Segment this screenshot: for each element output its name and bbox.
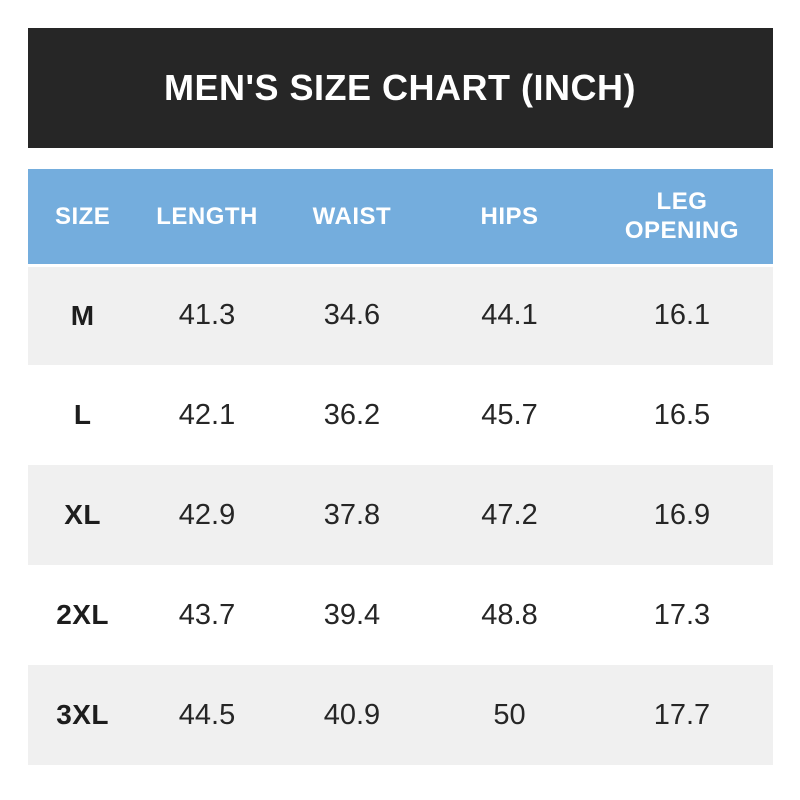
table-row-m: M 41.3 34.6 44.1 16.1	[27, 265, 773, 365]
size-cell: 3XL	[56, 699, 110, 730]
hips-cell: 47.2	[481, 498, 538, 531]
length-cell: 42.9	[178, 498, 236, 531]
column-header-waist-label: WAIST	[312, 202, 392, 230]
leg-opening-cell: 17.3	[653, 598, 711, 631]
size-chart-page: MEN'S SIZE CHART (INCH) SIZE LENGTH WAIS…	[27, 0, 773, 765]
column-header-size-label: SIZE	[54, 202, 111, 230]
column-header-leg-opening: LEG OPENING	[591, 169, 773, 267]
column-header-waist: WAIST	[276, 169, 428, 267]
column-header-hips-label: HIPS	[480, 202, 539, 230]
waist-cell: 36.2	[323, 398, 381, 431]
size-cell: 2XL	[56, 599, 110, 630]
table-row-2xl: 2XL 43.7 39.4 48.8 17.3	[27, 565, 773, 665]
size-cell: XL	[64, 499, 102, 530]
table-body: M 41.3 34.6 44.1 16.1 L 42.1 36.2 45.7 1…	[27, 265, 773, 765]
size-cell: L	[73, 399, 92, 430]
leg-opening-cell: 16.5	[653, 398, 711, 431]
waist-cell: 40.9	[323, 698, 381, 731]
table-row-l: L 42.1 36.2 45.7 16.5	[27, 365, 773, 465]
length-cell: 41.3	[178, 299, 236, 332]
length-cell: 43.7	[178, 598, 236, 631]
column-header-size: SIZE	[27, 169, 138, 267]
waist-cell: 39.4	[323, 598, 381, 631]
column-header-leg-opening-label: LEG OPENING	[624, 187, 740, 245]
table-row-3xl: 3XL 44.5 40.9 50 17.7	[27, 665, 773, 765]
column-header-hips: HIPS	[427, 169, 592, 267]
size-chart-table: SIZE LENGTH WAIST HIPS LEG OPENING M 41	[27, 169, 773, 765]
leg-opening-cell: 16.1	[653, 299, 711, 332]
length-cell: 44.5	[178, 698, 236, 731]
waist-cell: 37.8	[323, 498, 381, 531]
table-header: SIZE LENGTH WAIST HIPS LEG OPENING	[27, 169, 773, 267]
hips-cell: 48.8	[481, 598, 538, 631]
hips-cell: 50	[493, 698, 526, 731]
table-row-xl: XL 42.9 37.8 47.2 16.9	[27, 465, 773, 565]
length-cell: 42.1	[178, 398, 236, 431]
page-title: MEN'S SIZE CHART (INCH)	[163, 67, 637, 108]
size-cell: M	[70, 299, 95, 331]
column-header-length-label: LENGTH	[156, 202, 258, 230]
hips-cell: 44.1	[481, 299, 538, 332]
column-header-length: LENGTH	[137, 169, 277, 267]
hips-cell: 45.7	[481, 398, 538, 431]
title-banner: MEN'S SIZE CHART (INCH)	[27, 28, 773, 148]
waist-cell: 34.6	[323, 299, 381, 332]
header-row: SIZE LENGTH WAIST HIPS LEG OPENING	[27, 169, 773, 267]
leg-opening-cell: 16.9	[653, 498, 711, 531]
leg-opening-cell: 17.7	[653, 698, 711, 731]
